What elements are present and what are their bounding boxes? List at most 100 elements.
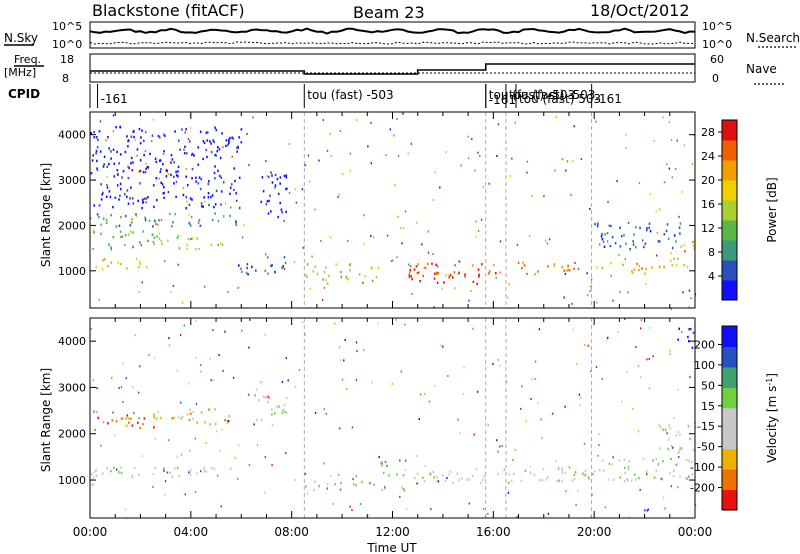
data-cell (667, 237, 670, 241)
data-cell (133, 466, 136, 469)
data-cell (127, 165, 129, 168)
data-cell (395, 318, 397, 321)
data-cell (635, 478, 637, 481)
data-cell (197, 182, 200, 185)
data-cell (356, 119, 358, 122)
data-cell (179, 148, 181, 151)
data-cell (579, 403, 581, 406)
data-cell (152, 485, 154, 488)
data-cell (325, 266, 327, 269)
data-cell (670, 485, 673, 488)
data-cell (355, 378, 358, 381)
data-cell (434, 171, 436, 174)
data-cell (643, 245, 645, 249)
data-cell (653, 140, 655, 142)
power-panel: 1000 2000 3000 4000 Slant Range [km] 4 8 12 16… (39, 111, 779, 310)
data-cell (306, 263, 309, 266)
data-cell (668, 121, 670, 124)
data-cell (362, 281, 364, 284)
data-cell (194, 247, 197, 251)
data-cell (151, 140, 153, 142)
data-cell (478, 273, 480, 276)
data-cell (277, 215, 279, 219)
data-cell (537, 402, 539, 405)
data-cell (152, 240, 155, 244)
data-cell (516, 243, 519, 246)
colorbar-tick-label: 16 (701, 198, 715, 211)
data-cell (100, 444, 102, 447)
data-cell (443, 281, 445, 284)
data-cell (399, 227, 402, 230)
colorbar-tick-label: 15 (701, 400, 715, 413)
data-cell (307, 492, 309, 495)
data-cell (596, 225, 599, 228)
data-cell (394, 184, 396, 187)
data-cell (473, 433, 475, 436)
data-cell (285, 210, 287, 214)
data-cell (160, 181, 162, 184)
data-cell (676, 139, 678, 142)
data-cell (534, 360, 537, 363)
data-cell (203, 469, 206, 473)
data-cell (339, 130, 342, 133)
data-cell (402, 487, 405, 491)
data-cell (101, 268, 104, 271)
data-cell (285, 174, 288, 177)
data-cell (226, 421, 229, 424)
data-cell (285, 176, 288, 179)
data-cell (222, 215, 225, 218)
data-cell (116, 173, 119, 176)
data-cell (437, 480, 440, 483)
data-cell (131, 161, 134, 164)
data-cell (338, 193, 340, 196)
data-cell (139, 365, 141, 368)
data-cell (464, 275, 466, 278)
data-cell (669, 427, 672, 430)
data-cell (277, 192, 280, 196)
data-cell (256, 418, 258, 422)
data-cell (353, 483, 355, 486)
data-cell (571, 479, 574, 482)
data-cell (399, 495, 401, 498)
data-cell (381, 464, 383, 467)
data-cell (680, 447, 683, 450)
data-cell (681, 190, 684, 193)
data-cell (166, 471, 169, 474)
data-cell (638, 182, 641, 185)
data-cell (620, 235, 623, 238)
data-cell (526, 272, 528, 276)
data-cell (92, 379, 95, 382)
data-cell (343, 359, 345, 362)
data-cell (422, 476, 424, 480)
data-cell (684, 250, 686, 253)
data-cell (191, 198, 193, 201)
data-cell (468, 299, 470, 302)
data-cell (120, 215, 122, 219)
data-cell (266, 395, 269, 398)
data-cell (472, 327, 474, 330)
data-cell (679, 446, 681, 450)
data-cell (302, 246, 304, 249)
data-cell (278, 405, 280, 408)
data-cell (271, 413, 273, 416)
data-cell (228, 420, 230, 423)
data-cell (187, 184, 189, 187)
data-cell (590, 278, 593, 281)
data-cell (669, 349, 671, 352)
data-cell (182, 193, 185, 197)
data-cell (601, 267, 604, 270)
data-cell (220, 176, 223, 179)
data-cell (626, 478, 628, 481)
data-cell (352, 478, 354, 481)
data-cell (95, 152, 97, 155)
data-cell (461, 477, 463, 480)
data-cell (662, 428, 664, 431)
data-cell (454, 264, 456, 267)
data-cell (138, 417, 140, 420)
data-cell (663, 233, 666, 236)
data-cell (137, 170, 140, 173)
colorbar-tick-label: 200 (694, 338, 715, 351)
data-cell (323, 462, 325, 465)
data-cell (177, 263, 179, 266)
data-cell (268, 199, 270, 203)
